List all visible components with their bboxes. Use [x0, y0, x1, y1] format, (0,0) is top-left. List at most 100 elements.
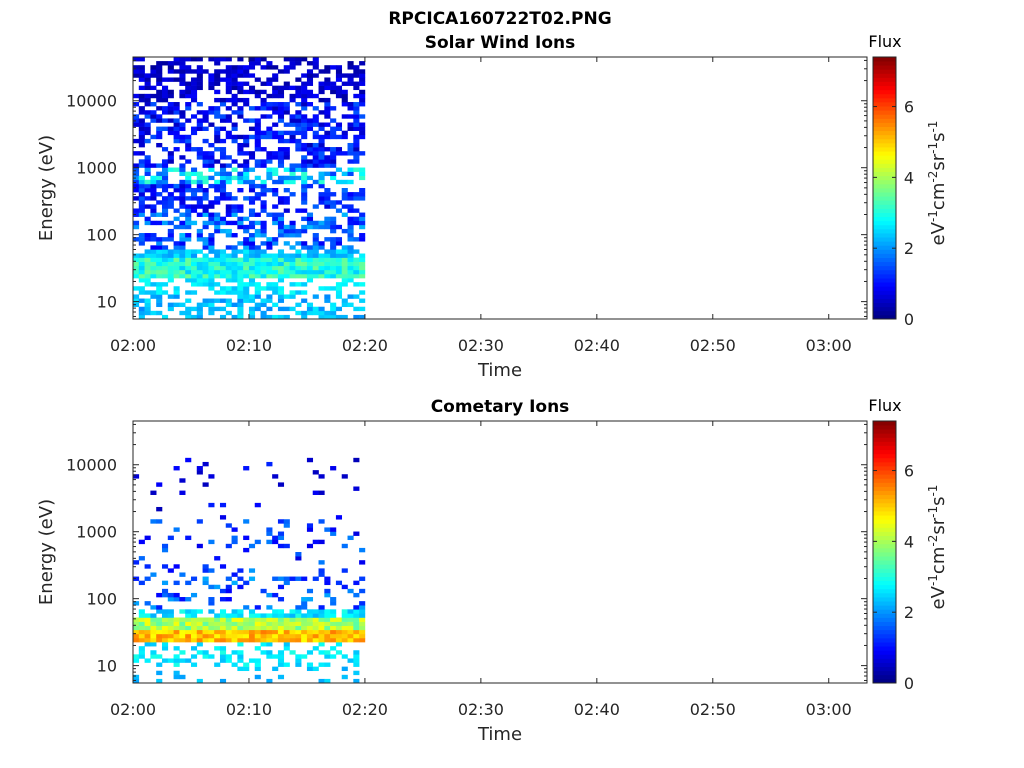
- heatmap-cell: [173, 138, 180, 144]
- heatmap-cell: [161, 625, 169, 631]
- heatmap-cell: [254, 658, 261, 663]
- heatmap-cell: [156, 302, 163, 308]
- colorbar-frame: [872, 420, 897, 684]
- heatmap-cell: [208, 609, 215, 614]
- heatmap-cell: [185, 265, 192, 271]
- heatmap-cell: [219, 126, 227, 131]
- heatmap-cell: [196, 650, 203, 655]
- heatmap-cell: [260, 163, 267, 168]
- heatmap-cell: [231, 633, 238, 639]
- heatmap-cell: [335, 269, 343, 275]
- heatmap-cell: [214, 584, 221, 590]
- colorbar-step: [873, 159, 896, 164]
- heatmap-cell: [306, 637, 314, 643]
- heatmap-cell: [301, 310, 308, 316]
- heatmap-cell: [254, 257, 261, 262]
- heatmap-cell: [324, 163, 331, 168]
- heatmap-cell: [324, 237, 331, 242]
- heatmap-cell: [185, 273, 192, 279]
- colorbar-step: [873, 650, 896, 655]
- heatmap-cell: [144, 171, 151, 177]
- heatmap-cell: [301, 654, 308, 659]
- heatmap-cell: [219, 97, 227, 103]
- heatmap-cell: [359, 253, 366, 258]
- heatmap-cell: [248, 609, 256, 614]
- heatmap-cell: [179, 171, 186, 177]
- heatmap-cell: [335, 73, 343, 78]
- heatmap-cell: [156, 310, 163, 316]
- heatmap-cell: [202, 151, 209, 156]
- heatmap-cell: [173, 241, 180, 246]
- unit-exponent: -2: [926, 535, 940, 547]
- heatmap-cell: [272, 633, 279, 639]
- heatmap-cell: [260, 310, 267, 316]
- heatmap-cell: [324, 617, 331, 622]
- heatmap-cell: [312, 576, 319, 581]
- heatmap-cell: [347, 192, 354, 197]
- heatmap-cell: [237, 576, 244, 581]
- heatmap-cell: [202, 617, 209, 622]
- heatmap-cell: [306, 216, 314, 222]
- heatmap-cell: [301, 196, 308, 201]
- heatmap-cell: [324, 155, 331, 160]
- heatmap-cell: [190, 171, 198, 177]
- heatmap-cell: [248, 633, 256, 639]
- heatmap-cell: [138, 93, 145, 99]
- heatmap-cell: [277, 138, 285, 144]
- heatmap-cell: [237, 294, 244, 299]
- heatmap-cell: [231, 613, 238, 618]
- heatmap-cell: [219, 515, 227, 520]
- heatmap-cell: [301, 142, 308, 148]
- heatmap-cell: [133, 637, 140, 643]
- heatmap-cell: [353, 592, 360, 598]
- heatmap-cell: [243, 138, 250, 144]
- heatmap-cell: [167, 306, 174, 312]
- heatmap-cell: [306, 93, 314, 99]
- heatmap-cell: [225, 261, 232, 267]
- colorbar-step: [873, 580, 896, 586]
- heatmap-cell: [353, 118, 360, 123]
- heatmap-cell: [283, 253, 290, 258]
- heatmap-cell: [335, 93, 343, 99]
- heatmap-cell: [214, 159, 221, 164]
- heatmap-cell: [219, 69, 227, 74]
- heatmap-cell: [301, 89, 308, 95]
- heatmap-cell: [133, 196, 140, 201]
- x-tick-label: 02:10: [226, 700, 272, 719]
- heatmap-cell: [150, 654, 157, 659]
- heatmap-cell: [330, 286, 337, 291]
- heatmap-cell: [248, 61, 256, 66]
- heatmap-cell: [243, 257, 250, 262]
- heatmap-cell: [295, 77, 302, 82]
- heatmap-cell: [219, 114, 227, 119]
- heatmap-cell: [237, 584, 244, 590]
- heatmap-cell: [138, 633, 145, 639]
- heatmap-cell: [335, 261, 343, 267]
- colorbar-step: [873, 261, 896, 267]
- heatmap-cell: [214, 261, 221, 267]
- heatmap-cell: [161, 196, 169, 201]
- heatmap-cell: [190, 93, 198, 99]
- heatmap-cell: [231, 102, 238, 107]
- heatmap-cell: [225, 523, 232, 528]
- heatmap-cell: [248, 257, 256, 262]
- y-tick-label: 10: [97, 657, 117, 676]
- heatmap-cell: [185, 102, 192, 107]
- heatmap-cell: [306, 147, 314, 152]
- heatmap-cell: [248, 89, 256, 95]
- heatmap-cell: [156, 282, 163, 287]
- heatmap-cell: [237, 666, 244, 672]
- heatmap-cell: [156, 179, 163, 185]
- heatmap-cell: [214, 110, 221, 115]
- y-tick-label: 100: [86, 226, 117, 245]
- heatmap-cell: [208, 159, 215, 164]
- heatmap-cell: [254, 646, 261, 651]
- heatmap-cell: [173, 57, 180, 62]
- heatmap-cell: [144, 188, 151, 193]
- heatmap-cell: [318, 265, 325, 271]
- heatmap-cell: [133, 474, 140, 479]
- heatmap-cell: [347, 625, 354, 631]
- heatmap-cell: [243, 580, 250, 586]
- heatmap-cell: [312, 134, 319, 140]
